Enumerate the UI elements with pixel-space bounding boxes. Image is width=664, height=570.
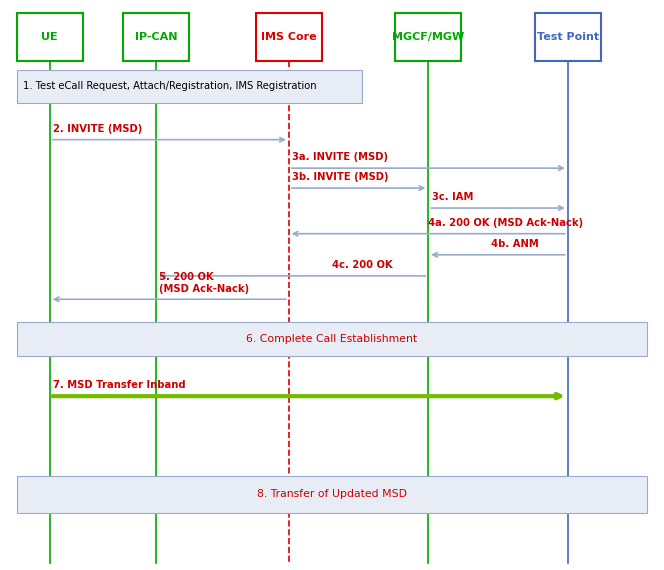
- Text: UE: UE: [41, 32, 58, 42]
- Text: 3a. INVITE (MSD): 3a. INVITE (MSD): [292, 152, 388, 162]
- Text: 3b. INVITE (MSD): 3b. INVITE (MSD): [292, 172, 388, 182]
- Text: 3c. IAM: 3c. IAM: [432, 192, 473, 202]
- FancyBboxPatch shape: [17, 322, 647, 356]
- Text: Test Point: Test Point: [537, 32, 599, 42]
- Text: MGCF/MGW: MGCF/MGW: [392, 32, 464, 42]
- FancyBboxPatch shape: [17, 476, 647, 513]
- FancyBboxPatch shape: [256, 13, 322, 61]
- FancyBboxPatch shape: [17, 70, 362, 103]
- Text: 4b. ANM: 4b. ANM: [491, 239, 539, 249]
- Text: 5. 200 OK
(MSD Ack-Nack): 5. 200 OK (MSD Ack-Nack): [159, 272, 250, 294]
- Text: 2. INVITE (MSD): 2. INVITE (MSD): [53, 124, 142, 134]
- Text: 7. MSD Transfer Inband: 7. MSD Transfer Inband: [53, 380, 186, 390]
- FancyBboxPatch shape: [123, 13, 189, 61]
- Text: IMS Core: IMS Core: [261, 32, 317, 42]
- Text: 8. Transfer of Updated MSD: 8. Transfer of Updated MSD: [257, 490, 407, 499]
- Text: 1. Test eCall Request, Attach/Registration, IMS Registration: 1. Test eCall Request, Attach/Registrati…: [23, 81, 317, 91]
- Text: 4c. 200 OK: 4c. 200 OK: [332, 260, 392, 270]
- FancyBboxPatch shape: [17, 13, 83, 61]
- FancyBboxPatch shape: [535, 13, 601, 61]
- Text: 6. Complete Call Establishment: 6. Complete Call Establishment: [246, 334, 418, 344]
- Text: 4a. 200 OK (MSD Ack-Nack): 4a. 200 OK (MSD Ack-Nack): [428, 218, 584, 228]
- Text: IP-CAN: IP-CAN: [135, 32, 177, 42]
- FancyBboxPatch shape: [395, 13, 461, 61]
